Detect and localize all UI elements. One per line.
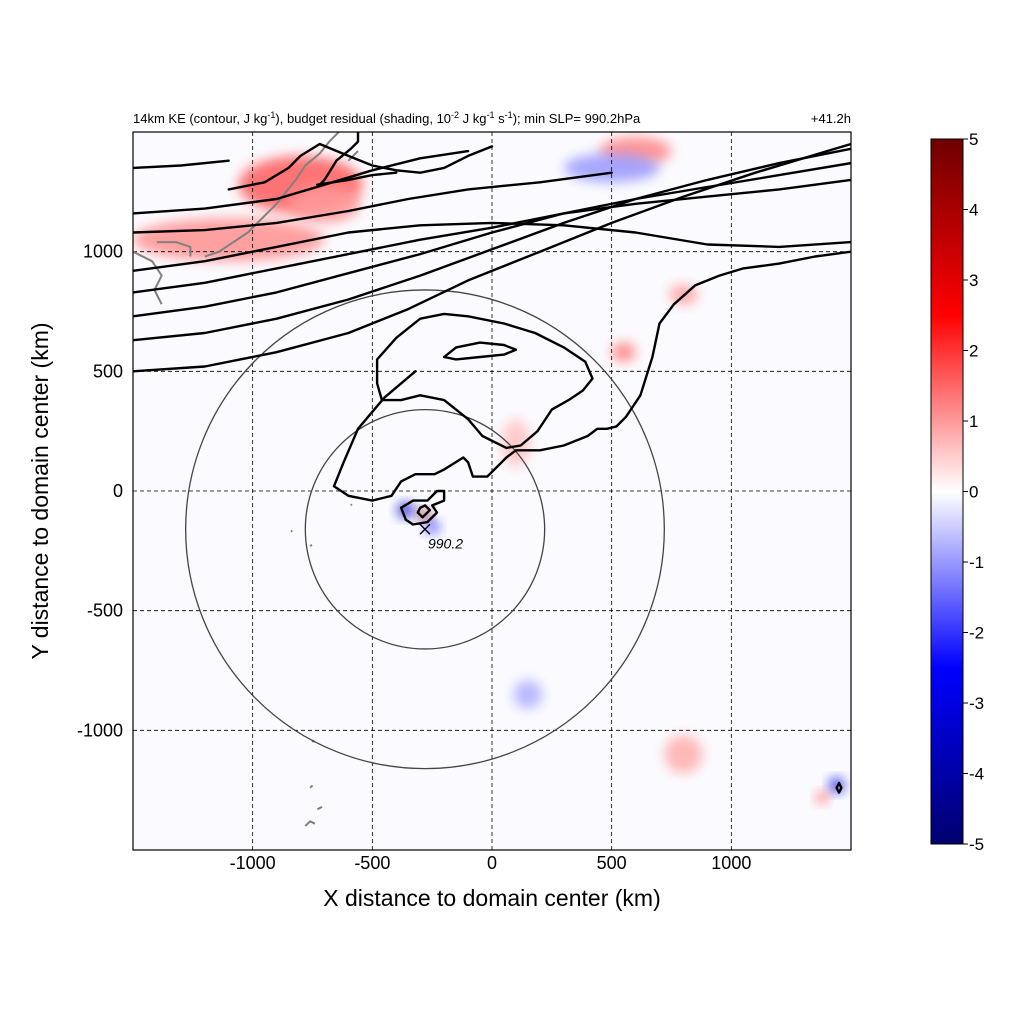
colorbar-tick-label: -3 — [969, 694, 984, 713]
y-axis-label: Y distance to domain center (km) — [27, 322, 53, 659]
ke-contour-10 — [318, 132, 360, 186]
y-tick-label: 500 — [93, 361, 123, 381]
ke-contour-11 — [332, 250, 851, 502]
ke-contour-12 — [375, 312, 594, 450]
residual-shading — [133, 136, 844, 804]
y-tick-label: 0 — [113, 481, 123, 501]
ke-contour-13 — [442, 341, 518, 361]
ke-contour-4 — [133, 221, 851, 272]
colorbar-tick-label: 4 — [969, 201, 978, 220]
colorbar-tick-label: 1 — [969, 412, 978, 431]
x-axis-ticks: -1000 -500 0 500 1000 — [230, 853, 752, 873]
range-circles — [185, 289, 665, 770]
y-tick-label: -500 — [87, 601, 123, 621]
ke-contour-3 — [133, 178, 851, 294]
coastline-5 — [316, 806, 323, 811]
ke-contour-15 — [416, 504, 431, 519]
min-slp-label: 990.2 — [428, 535, 463, 551]
storm-center: 990.2 — [419, 523, 463, 551]
ke-contour-2 — [133, 161, 851, 318]
colorbar-tick-label: -4 — [969, 765, 984, 784]
x-tick-label: 0 — [487, 853, 497, 873]
y-tick-label: 1000 — [83, 242, 123, 262]
colorbar-tick-label: 3 — [969, 271, 978, 290]
x-tick-label: -1000 — [230, 853, 276, 873]
forecast-time-label: +41.2h — [811, 111, 851, 126]
residual-patch-8 — [424, 520, 440, 533]
residual-patch-2 — [288, 184, 361, 223]
colorbar-tick-label: 0 — [969, 483, 978, 502]
colorbar-tick-label: -2 — [969, 624, 984, 643]
residual-patch-5 — [611, 342, 636, 362]
x-tick-label: -500 — [354, 853, 390, 873]
ke-contour-9 — [133, 159, 230, 170]
residual-patch-13 — [513, 680, 543, 709]
colorbar: 5 4 3 2 1 0 -1 -2 -3 -4 -5 — [930, 130, 984, 854]
x-tick-label: 500 — [597, 853, 627, 873]
colorbar-scale — [930, 138, 964, 845]
ke-contour-7 — [227, 142, 494, 191]
coastline-6 — [309, 784, 314, 789]
ke-contour-0 — [133, 142, 851, 373]
plot-frame — [132, 131, 852, 851]
coastline-9 — [290, 529, 293, 533]
coastline-0 — [133, 250, 163, 305]
colorbar-tick-label: 5 — [969, 130, 978, 149]
grid-lines — [133, 132, 851, 850]
ke-contour-8 — [316, 171, 398, 186]
y-tick-label: -1000 — [77, 720, 123, 740]
colorbar-ticks: 5 4 3 2 1 0 -1 -2 -3 -4 -5 — [963, 130, 984, 854]
ke-contour-14 — [399, 489, 446, 526]
residual-patch-11 — [816, 791, 829, 804]
ke-contour-16 — [835, 781, 843, 794]
x-axis-label: X distance to domain center (km) — [323, 885, 660, 911]
ke-contour-1 — [133, 147, 851, 342]
coastline-3 — [347, 150, 359, 162]
coastline-10 — [350, 503, 353, 507]
colorbar-tick-label: -1 — [969, 553, 984, 572]
min-slp-marker — [419, 523, 431, 535]
chart-title: 14km KE (contour, J kg-1), budget residu… — [133, 110, 641, 126]
coastline-4 — [304, 820, 316, 827]
range-circle-1 — [185, 289, 665, 770]
range-circle-0 — [304, 408, 546, 650]
residual-patch-9 — [501, 419, 531, 468]
colorbar-tick-label: -5 — [969, 835, 984, 854]
residual-patch-12 — [664, 735, 703, 774]
residual-patch-1 — [133, 218, 325, 262]
coastline-8 — [309, 544, 313, 547]
x-tick-label: 1000 — [711, 853, 751, 873]
y-axis-ticks: 1000 500 0 -500 -1000 — [77, 242, 123, 741]
coastline-2 — [156, 241, 192, 257]
colorbar-tick-label: 2 — [969, 342, 978, 361]
ke-contours — [133, 132, 851, 794]
plot-area: 990.2 — [132, 131, 852, 851]
ke-contour-5 — [133, 171, 613, 234]
